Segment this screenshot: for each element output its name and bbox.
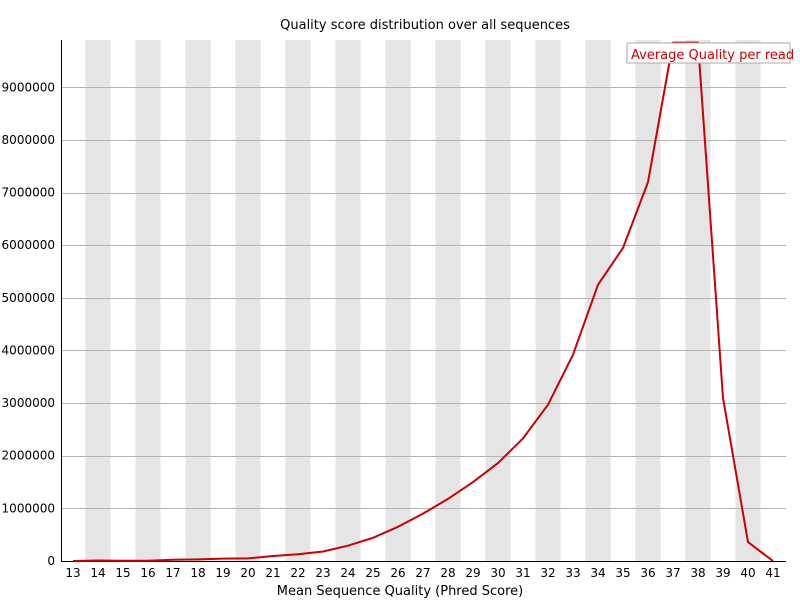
y-tick-label: 8000000 bbox=[2, 133, 55, 147]
x-tick-label: 18 bbox=[190, 566, 205, 580]
y-tick-label: 6000000 bbox=[2, 238, 55, 252]
x-tick-label: 20 bbox=[240, 566, 255, 580]
axes bbox=[61, 40, 786, 562]
x-tick-label: 27 bbox=[415, 566, 430, 580]
x-tick-label: 28 bbox=[440, 566, 455, 580]
x-tick-label: 37 bbox=[665, 566, 680, 580]
legend[interactable]: Average Quality per read bbox=[626, 42, 794, 64]
x-tick-label: 14 bbox=[90, 566, 105, 580]
x-tick-label: 33 bbox=[565, 566, 580, 580]
plot-band bbox=[85, 40, 111, 561]
x-tick-label: 32 bbox=[540, 566, 555, 580]
x-tick-label: 16 bbox=[140, 566, 155, 580]
plot-band bbox=[135, 40, 161, 561]
x-tick-label: 17 bbox=[165, 566, 180, 580]
x-tick-label: 35 bbox=[615, 566, 630, 580]
x-tick-label: 13 bbox=[65, 566, 80, 580]
plot-band bbox=[235, 40, 261, 561]
y-tick-label: 4000000 bbox=[2, 343, 55, 357]
x-tick-label: 21 bbox=[265, 566, 280, 580]
x-tick-label: 36 bbox=[640, 566, 655, 580]
x-axis-label: Mean Sequence Quality (Phred Score) bbox=[277, 584, 523, 599]
plot-band bbox=[285, 40, 311, 561]
y-gridlines bbox=[61, 87, 786, 509]
plot-bands bbox=[85, 40, 761, 561]
x-tick-label: 30 bbox=[490, 566, 505, 580]
plot-band bbox=[685, 40, 711, 561]
x-tick-label: 29 bbox=[465, 566, 480, 580]
x-tick-label: 31 bbox=[515, 566, 530, 580]
legend-box bbox=[626, 42, 791, 64]
x-tick-label: 19 bbox=[215, 566, 230, 580]
series-line bbox=[72, 41, 774, 562]
x-tick-label: 24 bbox=[340, 566, 355, 580]
x-tick-label: 15 bbox=[115, 566, 130, 580]
y-tick-label: 2000000 bbox=[2, 449, 55, 463]
x-tick-label: 41 bbox=[765, 566, 780, 580]
y-tick-label: 9000000 bbox=[2, 80, 55, 94]
x-tick-label: 34 bbox=[590, 566, 605, 580]
y-tick-label: 0 bbox=[47, 554, 55, 568]
x-tick-label: 39 bbox=[715, 566, 730, 580]
x-tick-label: 23 bbox=[315, 566, 330, 580]
plot-band bbox=[535, 40, 561, 561]
plot-band bbox=[185, 40, 211, 561]
plot-band bbox=[435, 40, 461, 561]
legend-label: Average Quality per read bbox=[631, 48, 794, 63]
y-tick-label: 7000000 bbox=[2, 186, 55, 200]
plot-band bbox=[385, 40, 411, 561]
x-tick-label: 38 bbox=[690, 566, 705, 580]
x-tick-label: 25 bbox=[365, 566, 380, 580]
plot-band bbox=[735, 40, 761, 561]
x-tick-label: 26 bbox=[390, 566, 405, 580]
x-tick-labels: 13 14 15 16 17 18 19 20 21 22 23 24 25 26 27 28 29 30 31 32… bbox=[65, 566, 780, 580]
plot-band bbox=[485, 40, 511, 561]
plot-band bbox=[635, 40, 661, 561]
y-tick-label: 5000000 bbox=[2, 291, 55, 305]
plot-band bbox=[585, 40, 611, 561]
plot-band bbox=[335, 40, 361, 561]
x-tick-label: 40 bbox=[740, 566, 755, 580]
chart-title: Quality score distribution over all sequ… bbox=[280, 18, 570, 33]
y-tick-label: 3000000 bbox=[2, 396, 55, 410]
series-layer bbox=[72, 41, 774, 562]
x-tick-label: 22 bbox=[290, 566, 305, 580]
y-tick-labels: 0 1000000 2000000 3000000 4000000 5000000 6000… bbox=[2, 80, 55, 568]
y-tick-label: 1000000 bbox=[2, 501, 55, 515]
